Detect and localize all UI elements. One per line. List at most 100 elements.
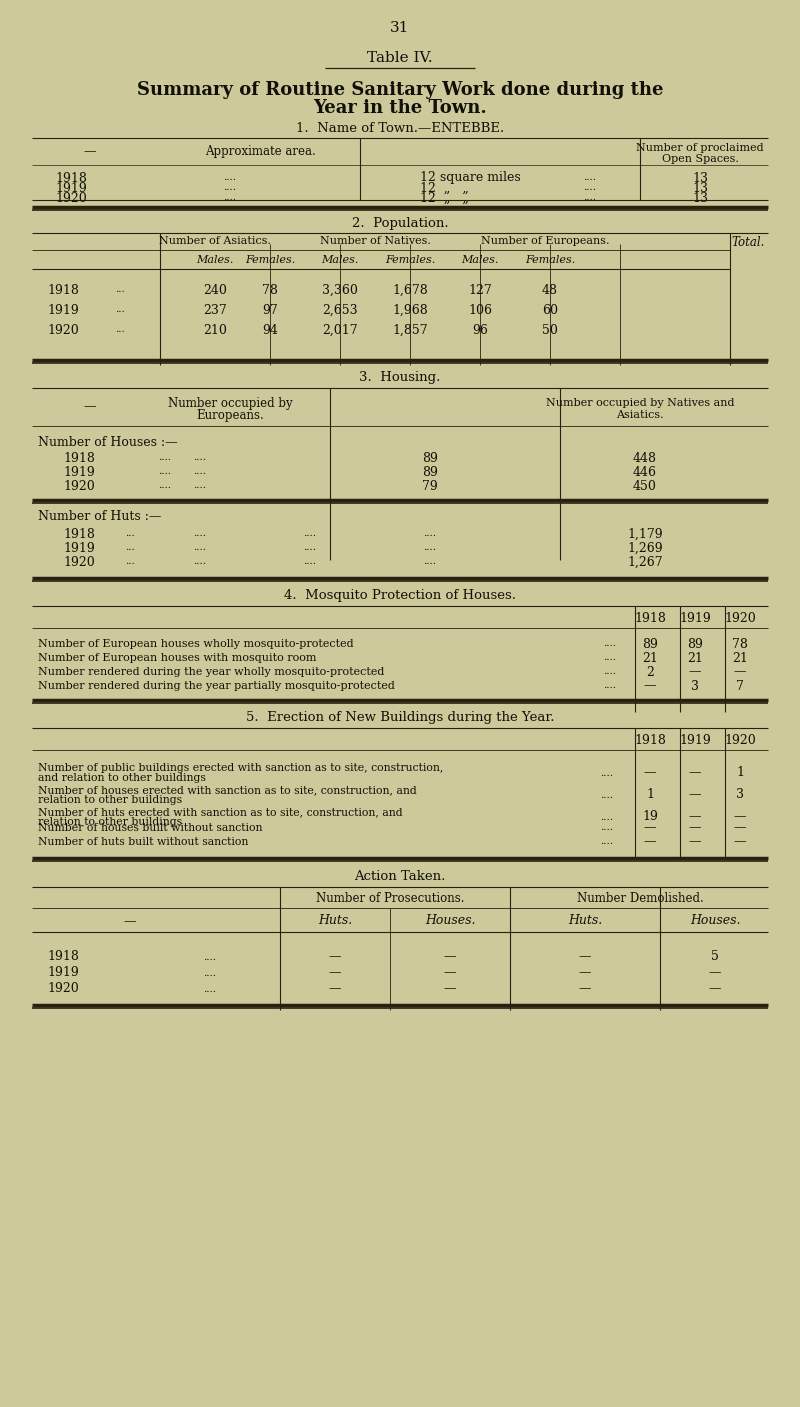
Text: —: —: [689, 822, 702, 834]
Text: 5: 5: [711, 951, 719, 964]
Text: 2,017: 2,017: [322, 324, 358, 336]
Text: and relation to other buildings: and relation to other buildings: [38, 772, 206, 784]
Text: —: —: [734, 822, 746, 834]
Text: —: —: [84, 401, 96, 414]
Text: —: —: [329, 967, 342, 979]
Text: 1,269: 1,269: [627, 542, 663, 554]
Text: 1918: 1918: [634, 612, 666, 625]
Text: ....: ....: [603, 681, 616, 691]
Text: 94: 94: [262, 324, 278, 336]
Text: Open Spaces.: Open Spaces.: [662, 153, 738, 165]
Text: ....: ....: [203, 953, 217, 961]
Text: 1919: 1919: [55, 182, 86, 194]
Text: Males.: Males.: [462, 255, 498, 265]
Text: ....: ....: [194, 481, 206, 491]
Text: Table IV.: Table IV.: [367, 51, 433, 65]
Text: ....: ....: [583, 173, 597, 183]
Text: 48: 48: [542, 283, 558, 297]
Text: ....: ....: [583, 183, 597, 193]
Text: Asiatics.: Asiatics.: [616, 409, 664, 421]
Text: 237: 237: [203, 304, 227, 317]
Text: 13: 13: [692, 191, 708, 204]
Text: ....: ....: [600, 837, 613, 847]
Text: ....: ....: [423, 557, 437, 567]
Text: 13: 13: [692, 172, 708, 184]
Text: Action Taken.: Action Taken.: [354, 870, 446, 882]
Text: 1920: 1920: [47, 324, 78, 336]
Text: 1919: 1919: [679, 733, 711, 747]
Text: 2: 2: [646, 666, 654, 678]
Text: Number of European houses with mosquito room: Number of European houses with mosquito …: [38, 653, 317, 663]
Text: 210: 210: [203, 324, 227, 336]
Text: ....: ....: [158, 481, 171, 491]
Text: —: —: [689, 788, 702, 802]
Text: 4.  Mosquito Protection of Houses.: 4. Mosquito Protection of Houses.: [284, 590, 516, 602]
Text: Number of Asiatics.: Number of Asiatics.: [159, 236, 271, 246]
Text: Europeans.: Europeans.: [196, 408, 264, 422]
Text: Males.: Males.: [196, 255, 234, 265]
Text: Summary of Routine Sanitary Work done during the: Summary of Routine Sanitary Work done du…: [137, 82, 663, 98]
Text: —: —: [84, 145, 96, 159]
Text: —: —: [734, 836, 746, 848]
Text: 106: 106: [468, 304, 492, 317]
Text: 1920: 1920: [63, 480, 94, 492]
Text: 78: 78: [262, 283, 278, 297]
Text: —: —: [578, 982, 591, 996]
Text: Number occupied by Natives and: Number occupied by Natives and: [546, 398, 734, 408]
Text: —: —: [734, 810, 746, 823]
Text: 12 square miles: 12 square miles: [420, 172, 521, 184]
Text: ....: ....: [600, 812, 613, 822]
Text: 12  „   „: 12 „ „: [420, 191, 469, 204]
Text: 19: 19: [642, 810, 658, 823]
Text: 89: 89: [422, 452, 438, 464]
Text: —: —: [644, 836, 656, 848]
Text: —: —: [709, 982, 722, 996]
Text: 2.  Population.: 2. Population.: [352, 218, 448, 231]
Text: ....: ....: [194, 529, 206, 539]
Text: 89: 89: [642, 637, 658, 650]
Text: 1919: 1919: [47, 304, 78, 317]
Text: ....: ....: [423, 543, 437, 553]
Text: ...: ...: [115, 325, 125, 335]
Text: 450: 450: [633, 480, 657, 492]
Text: Males.: Males.: [322, 255, 358, 265]
Text: —: —: [444, 982, 456, 996]
Text: 89: 89: [422, 466, 438, 478]
Text: Total.: Total.: [731, 236, 765, 249]
Text: 12  „   „: 12 „ „: [420, 182, 469, 194]
Text: ....: ....: [603, 640, 616, 649]
Text: Number of houses built without sanction: Number of houses built without sanction: [38, 823, 262, 833]
Text: relation to other buildings: relation to other buildings: [38, 817, 182, 827]
Text: ....: ....: [223, 173, 237, 183]
Text: 446: 446: [633, 466, 657, 478]
Text: 21: 21: [642, 651, 658, 664]
Text: ....: ....: [600, 791, 613, 799]
Text: 1920: 1920: [63, 556, 94, 568]
Text: 79: 79: [422, 480, 438, 492]
Text: 1,179: 1,179: [627, 528, 663, 540]
Text: 1920: 1920: [724, 733, 756, 747]
Text: ....: ....: [194, 543, 206, 553]
Text: 1919: 1919: [679, 612, 711, 625]
Text: Number of Huts :—: Number of Huts :—: [38, 509, 162, 522]
Text: 89: 89: [687, 637, 703, 650]
Text: 96: 96: [472, 324, 488, 336]
Text: —: —: [689, 666, 702, 678]
Text: 3: 3: [736, 788, 744, 802]
Text: 2,653: 2,653: [322, 304, 358, 317]
Text: ....: ....: [303, 557, 317, 567]
Text: —: —: [734, 666, 746, 678]
Text: 448: 448: [633, 452, 657, 464]
Text: —: —: [444, 951, 456, 964]
Text: 1918: 1918: [634, 733, 666, 747]
Text: ....: ....: [194, 453, 206, 463]
Text: 1: 1: [736, 767, 744, 779]
Text: 31: 31: [390, 21, 410, 35]
Text: 1.  Name of Town.—ENTEBBE.: 1. Name of Town.—ENTEBBE.: [296, 121, 504, 135]
Text: Approximate area.: Approximate area.: [205, 145, 315, 159]
Text: Houses.: Houses.: [690, 913, 740, 926]
Text: 1,857: 1,857: [392, 324, 428, 336]
Text: 1918: 1918: [47, 283, 79, 297]
Text: Number of Houses :—: Number of Houses :—: [38, 436, 178, 449]
Text: ....: ....: [603, 667, 616, 677]
